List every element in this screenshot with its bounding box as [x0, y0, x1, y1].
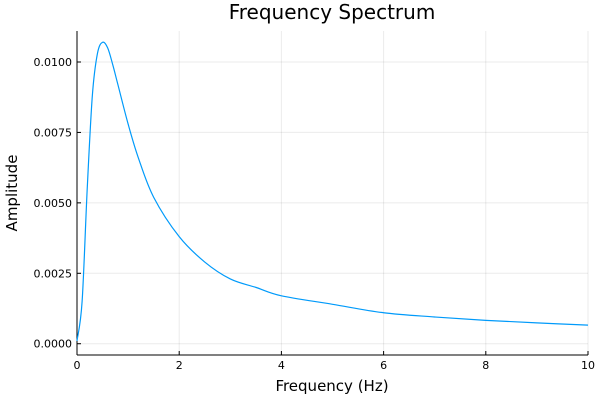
y-axis-label: Amplitude — [3, 155, 21, 232]
y-tick-label-1: 0.0025 — [34, 267, 73, 280]
y-tick-label-3: 0.0075 — [34, 126, 73, 139]
y-tick-label-2: 0.0050 — [34, 197, 73, 210]
x-tick-label-3: 6 — [380, 359, 387, 372]
series-line-0 — [76, 41, 589, 341]
x-tick-label-0: 0 — [74, 359, 81, 372]
x-tick-label-4: 8 — [482, 359, 489, 372]
x-tick-label-5: 10 — [581, 359, 595, 372]
y-tick-label-4: 0.0100 — [34, 56, 73, 69]
grid-layer — [76, 31, 589, 355]
axes-layer — [76, 31, 588, 356]
series-layer — [76, 41, 589, 341]
x-axis-label: Frequency (Hz) — [275, 377, 388, 395]
ticks-layer: 0 2 4 6 8 10 0.0000 0.0025 0.0050 0.0075 0.0100 — [34, 56, 596, 372]
y-tick-label-0: 0.0000 — [34, 338, 73, 351]
x-tick-label-2: 4 — [278, 359, 285, 372]
chart-title: Frequency Spectrum — [229, 0, 436, 24]
x-tick-label-1: 2 — [176, 359, 183, 372]
